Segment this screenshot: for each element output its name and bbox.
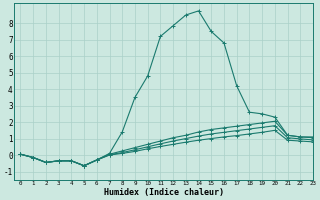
X-axis label: Humidex (Indice chaleur): Humidex (Indice chaleur) [104,188,224,197]
